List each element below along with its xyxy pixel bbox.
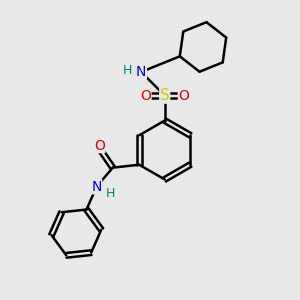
Text: H: H	[123, 64, 133, 77]
Text: O: O	[178, 88, 189, 103]
Text: H: H	[106, 187, 115, 200]
Text: O: O	[94, 139, 105, 153]
Text: N: N	[136, 65, 146, 79]
Text: N: N	[91, 180, 102, 194]
Text: O: O	[140, 88, 151, 103]
Text: S: S	[160, 88, 169, 103]
